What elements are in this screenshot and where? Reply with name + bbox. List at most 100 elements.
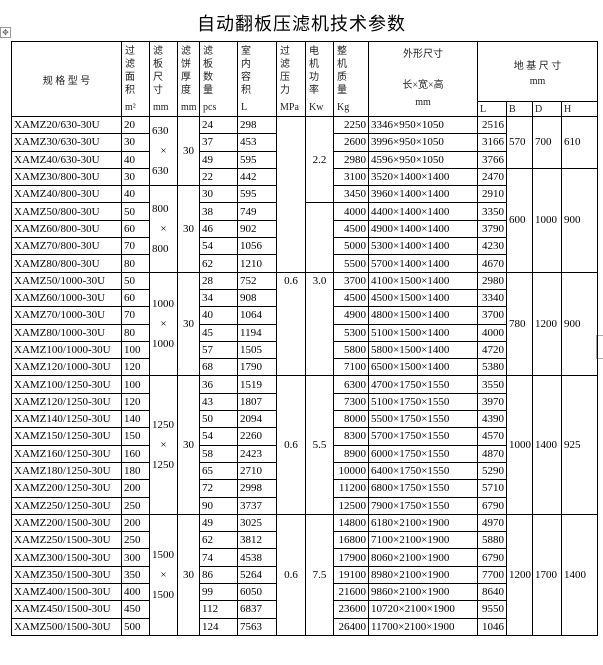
plate-count-cell: 49 xyxy=(199,150,238,169)
weight-cell: 16800 xyxy=(333,531,369,550)
foundation-b-cell: 600 xyxy=(506,167,533,273)
volume-cell: 6050 xyxy=(237,583,277,602)
model-cell: XAMZ100/1250-30U xyxy=(11,375,122,394)
dimensions-cell: 3996×950×1050 xyxy=(368,133,478,152)
model-cell: XAMZ100/1000-30U xyxy=(11,340,122,360)
foundation-l-cell: 3340 xyxy=(477,288,507,308)
area-cell: 40 xyxy=(121,150,150,169)
power-cell: 2.2 xyxy=(305,115,334,204)
volume-cell: 1505 xyxy=(237,340,277,360)
plate-count-cell: 43 xyxy=(199,392,238,412)
weight-cell: 12500 xyxy=(333,496,369,515)
header-line: 1250 xyxy=(152,459,174,472)
header-line: 积 xyxy=(241,84,251,96)
volume-cell: 749 xyxy=(237,202,277,221)
dimensions-cell: 6800×1750×1550 xyxy=(368,479,478,498)
header-found-unit: mm xyxy=(529,75,546,87)
table-row: XAMZ30/800-30U 30 22 442 3100 3520×1400×1400 2… xyxy=(11,167,598,273)
foundation-b-cell: 1200 xyxy=(506,513,533,636)
foundation-l-cell: 9550 xyxy=(477,600,507,619)
foundation-l-cell: 5880 xyxy=(477,531,507,550)
power-cell xyxy=(305,202,334,273)
volume-cell: 2710 xyxy=(237,461,277,481)
dimensions-cell: 6400×1750×1550 xyxy=(368,461,478,481)
model-cell: XAMZ150/1250-30U xyxy=(11,427,122,446)
plate-count-cell: 50 xyxy=(199,410,238,429)
area-cell: 20 xyxy=(121,115,150,135)
volume-cell: 2998 xyxy=(237,479,277,498)
foundation-b-cell: 570 xyxy=(506,116,533,169)
dimensions-cell: 3520×1400×1400 xyxy=(368,167,478,187)
weight-cell: 26400 xyxy=(333,617,369,636)
foundation-l-cell: 3550 xyxy=(477,375,507,394)
header-line: m² xyxy=(125,101,136,113)
model-cell: XAMZ400/1500-30U xyxy=(11,583,122,602)
model-cell: XAMZ160/1250-30U xyxy=(11,444,122,463)
plate-count-cell: 57 xyxy=(199,340,238,360)
header-line: 力 xyxy=(280,84,290,96)
dimensions-cell: 8980×2100×1900 xyxy=(368,565,478,585)
table-row: XAMZ120/1000-30U 120 68 1790 7100 6500×1500×1… xyxy=(11,358,598,377)
area-cell: 350 xyxy=(121,565,150,585)
header-line: 板 xyxy=(203,58,213,70)
weight-cell: 23600 xyxy=(333,600,369,619)
foundation-l-cell: 3350 xyxy=(477,202,507,221)
volume-cell: 6837 xyxy=(237,600,277,619)
header-line: 630 xyxy=(152,165,169,178)
foundation-h-cell: 900 xyxy=(561,271,598,377)
area-cell: 200 xyxy=(121,513,150,533)
power-cell: 3.0 xyxy=(305,271,334,377)
header-line: × xyxy=(160,145,167,158)
area-cell: 180 xyxy=(121,461,150,481)
volume-cell: 595 xyxy=(237,185,277,204)
model-cell: XAMZ60/1000-30U xyxy=(11,288,122,308)
weight-cell: 8000 xyxy=(333,410,369,429)
table-row: XAMZ350/1500-30U 350 86 5264 19100 8980×2100×… xyxy=(11,565,598,585)
plate-count-cell: 90 xyxy=(199,496,238,515)
area-cell: 150 xyxy=(121,427,150,446)
volume-cell: 1056 xyxy=(237,237,277,256)
header-line: 室 xyxy=(241,45,251,57)
area-cell: 400 xyxy=(121,583,150,602)
volume-cell: 3812 xyxy=(237,531,277,550)
plate-count-cell: 86 xyxy=(199,565,238,585)
header-line: 容 xyxy=(241,71,251,83)
weight-cell: 8300 xyxy=(333,427,369,446)
header-foundation: 地 基 尺 寸 mm xyxy=(477,41,598,102)
plate-count-cell: 62 xyxy=(199,254,238,273)
model-cell: XAMZ200/1500-30U xyxy=(11,513,122,533)
area-cell: 120 xyxy=(121,358,150,377)
foundation-l-cell: 4570 xyxy=(477,427,507,446)
dimensions-cell: 6180×2100×1900 xyxy=(368,513,478,533)
weight-cell: 5500 xyxy=(333,254,369,273)
weight-cell: 19100 xyxy=(333,565,369,585)
plate-count-cell: 24 xyxy=(199,115,238,135)
model-cell: XAMZ50/1000-30U xyxy=(11,271,122,290)
table-move-handle-icon[interactable]: ✥ xyxy=(0,27,11,38)
dimensions-cell: 5500×1750×1550 xyxy=(368,410,478,429)
header-line: 1500 xyxy=(152,588,174,601)
foundation-l-cell: 2980 xyxy=(477,271,507,290)
header-line: 滤 xyxy=(203,45,213,57)
header-line: 压 xyxy=(280,71,290,83)
plate-count-cell: 99 xyxy=(199,583,238,602)
header-line: 630 xyxy=(152,125,169,138)
area-cell: 70 xyxy=(121,237,150,256)
dimensions-cell: 5100×1500×1400 xyxy=(368,323,478,342)
header-line: 1250 xyxy=(152,419,174,432)
header-line: 整 xyxy=(337,45,347,57)
area-cell: 100 xyxy=(121,340,150,360)
weight-cell: 6300 xyxy=(333,375,369,394)
plate-count-cell: 40 xyxy=(199,306,238,325)
foundation-l-cell: 6790 xyxy=(477,548,507,567)
dimensions-cell: 6500×1500×1400 xyxy=(368,358,478,377)
table-row: XAMZ400/1500-30U 400 99 6050 21600 9860×2100×… xyxy=(11,583,598,602)
plate-count-cell: 54 xyxy=(199,237,238,256)
header-cake: 滤饼厚度 mm xyxy=(177,41,200,117)
dimensions-cell: 4100×1500×1400 xyxy=(368,271,478,290)
volume-cell: 1519 xyxy=(237,375,277,394)
dimensions-cell: 11700×2100×1900 xyxy=(368,617,478,636)
plate-count-cell: 68 xyxy=(199,358,238,377)
header-line: × xyxy=(160,222,167,235)
model-cell: XAMZ350/1500-30U xyxy=(11,565,122,585)
